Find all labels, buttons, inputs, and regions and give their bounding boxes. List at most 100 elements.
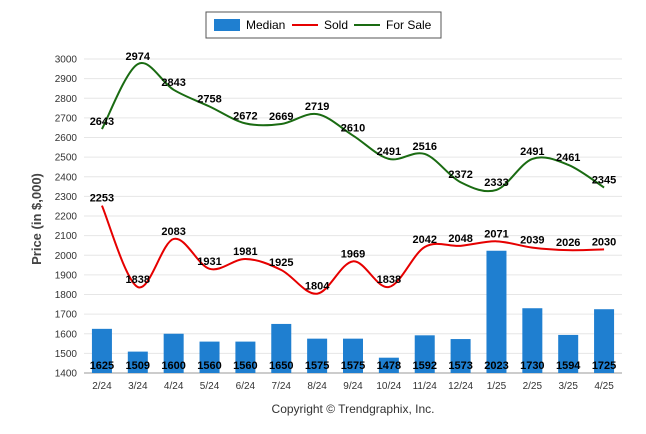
bar-median	[594, 309, 615, 373]
point-label-for-sale: 2974	[126, 51, 151, 63]
line-sold	[101, 205, 605, 295]
point-label-for-sale: 2843	[161, 77, 185, 89]
bar-median	[378, 357, 399, 373]
x-tick-label: 9/24	[343, 381, 363, 392]
bar-value-label: 1650	[269, 360, 293, 372]
x-tick-label: 8/24	[307, 381, 327, 392]
bar-value-label: 1592	[412, 360, 436, 372]
point-label-sold: 1969	[341, 248, 365, 260]
bar-median	[163, 333, 184, 373]
line-for-sale	[101, 62, 605, 193]
bar-value-label: 1594	[556, 360, 581, 372]
point-label-sold: 2253	[90, 193, 114, 205]
point-label-for-sale: 2719	[305, 101, 329, 113]
point-label-for-sale: 2491	[377, 146, 401, 158]
x-tick-label: 2/25	[523, 381, 543, 392]
y-tick-label: 2300	[55, 192, 78, 203]
bar-median	[343, 338, 363, 373]
point-label-for-sale: 2516	[412, 141, 436, 153]
bar-value-label: 1730	[520, 360, 544, 372]
point-label-for-sale: 2491	[520, 146, 544, 158]
point-label-sold: 2030	[592, 236, 616, 248]
y-axis: 1400 1500 1600 1700 1800 1900 2000 2100 2200 2300…	[55, 55, 78, 380]
y-tick-label: 1400	[55, 369, 78, 380]
point-label-sold: 2048	[448, 233, 472, 245]
lines	[101, 62, 605, 295]
x-tick-label: 12/24	[448, 381, 473, 392]
x-tick-label: 3/24	[128, 381, 148, 392]
point-label-for-sale: 2758	[197, 93, 221, 105]
y-tick-label: 1500	[55, 349, 78, 360]
y-tick-label: 3000	[55, 55, 78, 66]
x-tick-label: 5/24	[200, 381, 220, 392]
legend: Median Sold For Sale	[205, 11, 442, 39]
point-label-sold: 2071	[484, 228, 508, 240]
x-tick-label: 4/25	[594, 381, 614, 392]
y-tick-label: 2200	[55, 212, 78, 223]
bar-value-label: 1509	[126, 360, 150, 372]
data-labels: 1625 1509 1600 1560 1560 1650 1575 1575 1478 1592…	[90, 51, 617, 372]
point-label-sold: 1838	[126, 274, 150, 286]
x-tick-label: 1/25	[487, 381, 507, 392]
point-label-for-sale: 2610	[341, 123, 365, 135]
bar-median	[558, 334, 579, 373]
y-tick-label: 2000	[55, 251, 78, 262]
bar-value-label: 1560	[197, 360, 221, 372]
y-tick-label: 2400	[55, 172, 78, 183]
bar-median	[235, 341, 256, 373]
bar-value-label: 1573	[448, 360, 472, 372]
x-tick-label: 10/24	[376, 381, 401, 392]
y-tick-label: 1900	[55, 270, 78, 281]
point-label-sold: 1838	[377, 274, 401, 286]
legend-label-for-sale: For Sale	[386, 18, 432, 32]
point-label-sold: 2026	[556, 237, 580, 249]
copyright: Copyright © Trendgraphix, Inc.	[272, 402, 435, 416]
bar-value-label: 1560	[233, 360, 257, 372]
x-tick-label: 11/24	[413, 381, 438, 392]
point-label-sold: 1931	[197, 256, 221, 268]
x-tick-label: 6/24	[236, 381, 256, 392]
bar-median	[91, 328, 112, 373]
bar-median	[522, 308, 543, 373]
point-label-for-sale: 2643	[90, 116, 114, 128]
bar-value-label: 1575	[341, 360, 365, 372]
bar-value-label: 2023	[484, 360, 508, 372]
legend-box	[205, 11, 442, 39]
y-tick-label: 2900	[55, 74, 78, 85]
y-tick-label: 1800	[55, 290, 78, 301]
point-label-for-sale: 2333	[484, 177, 508, 189]
y-tick-label: 2600	[55, 133, 78, 144]
bar-median	[486, 250, 507, 373]
bar-median	[271, 323, 292, 373]
x-tick-label: 2/24	[92, 381, 112, 392]
y-tick-label: 2500	[55, 153, 78, 164]
point-label-sold: 2083	[161, 226, 185, 238]
legend-swatch-median	[214, 19, 240, 31]
point-label-sold: 2039	[520, 235, 544, 247]
legend-label-sold: Sold	[324, 18, 348, 32]
bar-median	[127, 351, 148, 373]
bar-value-label: 1725	[592, 360, 616, 372]
y-tick-label: 1600	[55, 329, 78, 340]
bar-value-label: 1575	[305, 360, 329, 372]
point-label-sold: 2042	[412, 234, 436, 246]
bar-median	[307, 338, 328, 373]
legend-label-median: Median	[246, 18, 285, 32]
y-axis-label: Price (in $,000)	[29, 173, 44, 265]
bars	[91, 250, 615, 373]
bar-value-label: 1600	[161, 360, 185, 372]
bar-median	[199, 341, 220, 373]
point-label-sold: 1804	[305, 281, 330, 293]
bar-median	[414, 335, 435, 373]
x-tick-label: 4/24	[164, 381, 184, 392]
point-label-for-sale: 2345	[592, 175, 616, 187]
bar-value-label: 1478	[377, 360, 401, 372]
y-tick-label: 2700	[55, 113, 78, 124]
point-label-sold: 1981	[233, 246, 257, 258]
x-tick-label: 3/25	[558, 381, 578, 392]
x-axis: 2/24 3/24 4/24 5/24 6/24 7/24 8/24 9/24 10/24 11/…	[92, 381, 614, 392]
x-tick-label: 7/24	[272, 381, 292, 392]
bar-median	[450, 339, 471, 373]
y-tick-label: 2800	[55, 94, 78, 105]
